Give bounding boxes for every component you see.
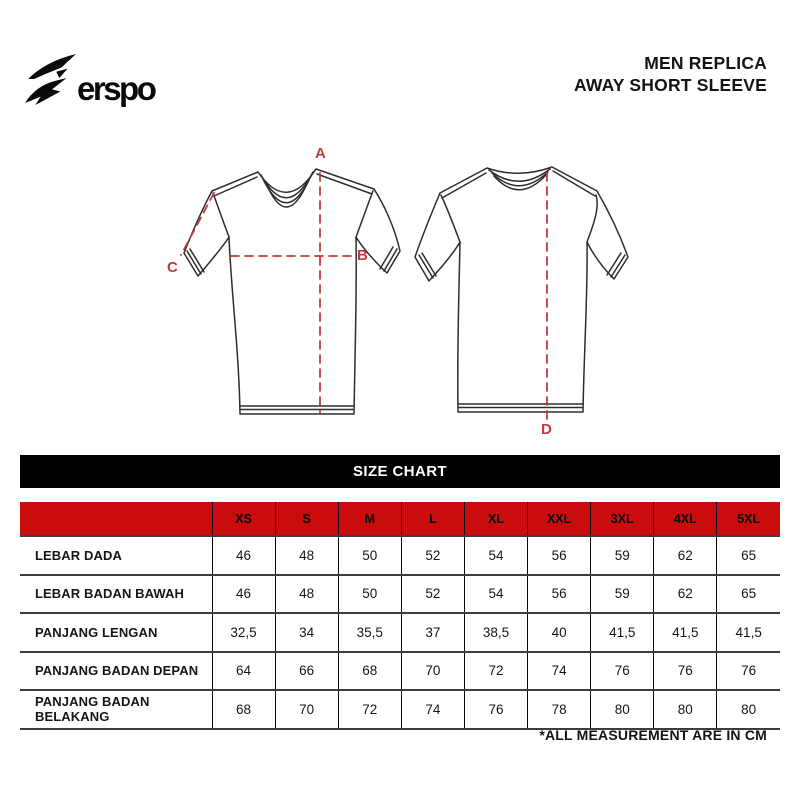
cell-value: 68 <box>211 690 276 729</box>
size-column-header-l: L <box>400 502 465 536</box>
dimension-label-a: A <box>315 145 326 162</box>
cell-value: 59 <box>590 536 654 575</box>
size-header-empty-cell <box>20 502 212 536</box>
cell-value: 56 <box>527 574 591 613</box>
cell-value: 62 <box>653 574 717 613</box>
table-row-panjang-badan-belakang: PANJANG BADAN BELAKANG 68 70 72 74 76 78… <box>20 690 780 729</box>
cell-value: 34 <box>274 613 339 652</box>
cell-value: 37 <box>400 613 465 652</box>
measurement-unit-note: *ALL MEASUREMENT ARE IN CM <box>539 727 767 743</box>
table-row-panjang-lengan: PANJANG LENGAN 32,5 34 35,5 37 38,5 40 4… <box>20 613 780 652</box>
dimension-label-b: B <box>357 247 368 264</box>
cell-value: 56 <box>527 536 591 575</box>
table-row-lebar-dada: LEBAR DADA 46 48 50 52 54 56 59 62 65 <box>20 536 780 575</box>
cell-value: 80 <box>590 690 654 729</box>
table-row-lebar-badan-bawah: LEBAR BADAN BAWAH 46 48 50 52 54 56 59 6… <box>20 574 780 613</box>
cell-value: 65 <box>716 574 780 613</box>
cell-value: 46 <box>211 536 276 575</box>
cell-value: 78 <box>527 690 591 729</box>
cell-value: 72 <box>463 651 528 690</box>
size-table-header-row: XS S M L XL XXL 3XL 4XL 5XL <box>20 502 780 536</box>
cell-value: 74 <box>527 651 591 690</box>
row-label: PANJANG BADAN BELAKANG <box>35 694 150 725</box>
tshirt-drawings <box>180 166 629 420</box>
cell-value: 62 <box>653 536 717 575</box>
cell-value: 80 <box>716 690 780 729</box>
dimension-lines <box>180 172 548 420</box>
size-column-header-5xl: 5XL <box>716 502 780 536</box>
cell-value: 41,5 <box>590 613 654 652</box>
cell-value: 76 <box>463 690 528 729</box>
dimension-label-c: C <box>167 259 178 276</box>
cell-value: 68 <box>337 651 402 690</box>
cell-value: 41,5 <box>716 613 780 652</box>
cell-value: 50 <box>337 536 402 575</box>
size-column-header-xxl: XXL <box>527 502 591 536</box>
product-title: MEN REPLICA AWAY SHORT SLEEVE <box>574 53 767 96</box>
dimension-label-d: D <box>541 421 552 438</box>
tshirt-measurement-diagram: A B C D <box>167 145 629 438</box>
cell-value: 65 <box>716 536 780 575</box>
cell-value: 40 <box>527 613 591 652</box>
product-title-line2: AWAY SHORT SLEEVE <box>573 74 767 95</box>
cell-value: 48 <box>274 574 339 613</box>
cell-value: 76 <box>716 651 780 690</box>
cell-value: 46 <box>211 574 276 613</box>
row-label: PANJANG LENGAN <box>35 624 158 640</box>
front-shirt-drawing <box>183 168 401 415</box>
cell-value: 66 <box>274 651 339 690</box>
cell-value: 54 <box>463 574 528 613</box>
size-column-header-m: M <box>337 502 402 536</box>
cell-value: 74 <box>400 690 465 729</box>
cell-value: 80 <box>653 690 717 729</box>
size-table: XS S M L XL XXL 3XL 4XL 5XL LEBAR DADA 4… <box>20 502 780 730</box>
size-column-header-xs: XS <box>211 502 276 536</box>
cell-value: 52 <box>400 536 465 575</box>
back-shirt-drawing <box>414 166 629 413</box>
cell-value: 38,5 <box>463 613 528 652</box>
size-column-header-3xl: 3XL <box>590 502 654 536</box>
size-chart-section: SIZE CHART XS S M L XL XXL 3XL 4XL 5XL <box>20 455 780 730</box>
cell-value: 64 <box>211 651 276 690</box>
row-label: LEBAR BADAN BAWAH <box>35 586 185 602</box>
cell-value: 35,5 <box>337 613 402 652</box>
cell-value: 54 <box>463 536 528 575</box>
cell-value: 70 <box>400 651 465 690</box>
product-title-line1: MEN REPLICA <box>644 53 767 73</box>
cell-value: 72 <box>337 690 402 729</box>
cell-value: 52 <box>400 574 465 613</box>
cell-value: 59 <box>590 574 654 613</box>
erspo-bird-icon <box>25 54 76 105</box>
size-chart-title-bar: SIZE CHART <box>20 455 780 488</box>
row-label: PANJANG BADAN DEPAN <box>35 663 199 679</box>
dimension-line-c <box>180 192 215 256</box>
erspo-logo: erspo <box>25 50 215 112</box>
table-row-panjang-badan-depan: PANJANG BADAN DEPAN 64 66 68 70 72 74 76… <box>20 651 780 690</box>
cell-value: 32,5 <box>211 613 276 652</box>
cell-value: 41,5 <box>653 613 717 652</box>
cell-value: 76 <box>590 651 654 690</box>
cell-value: 70 <box>274 690 339 729</box>
row-label: LEBAR DADA <box>35 547 122 563</box>
cell-value: 50 <box>337 574 402 613</box>
cell-value: 48 <box>274 536 339 575</box>
erspo-logo-text: erspo <box>77 70 157 107</box>
size-chart-title: SIZE CHART <box>353 463 447 480</box>
cell-value: 76 <box>653 651 717 690</box>
size-column-header-4xl: 4XL <box>653 502 717 536</box>
size-column-header-s: S <box>274 502 339 536</box>
size-column-header-xl: XL <box>463 502 528 536</box>
